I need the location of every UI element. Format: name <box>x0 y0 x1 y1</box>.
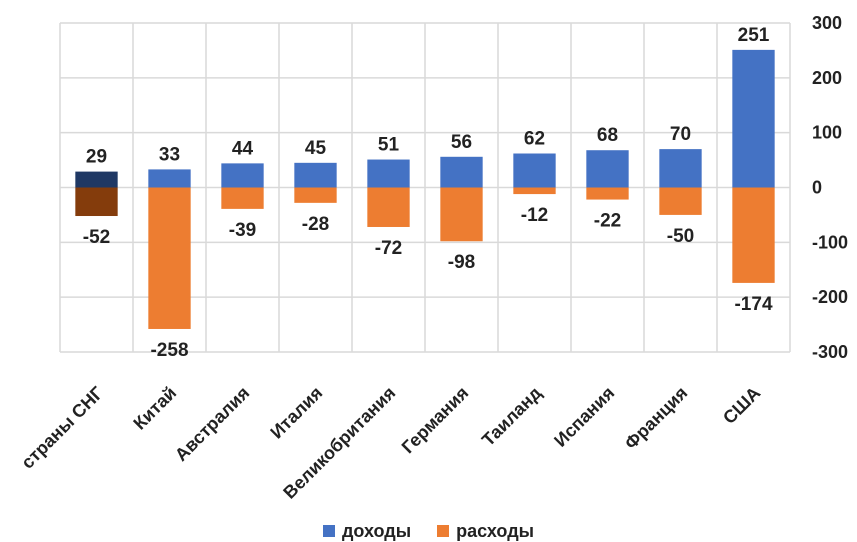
bar-income <box>294 162 337 188</box>
bar-expense <box>440 187 483 242</box>
x-category-label: Китай <box>129 383 180 434</box>
data-label-income: 44 <box>232 138 254 159</box>
x-category-label: Германия <box>398 383 473 458</box>
data-label-income: 62 <box>524 129 545 150</box>
bar-expense <box>367 187 410 227</box>
legend-item-expense: расходы <box>437 521 534 542</box>
bar-income <box>513 153 556 188</box>
bar-expense <box>659 187 702 215</box>
data-label-income: 45 <box>305 138 327 159</box>
y-tick-label: 300 <box>812 13 842 33</box>
bar-income <box>586 150 629 188</box>
x-category-label: страны СНГ <box>17 383 107 473</box>
bar-income <box>148 169 191 188</box>
legend: доходы расходы <box>0 520 857 542</box>
legend-swatch-income <box>323 525 335 537</box>
legend-swatch-expense <box>437 525 450 537</box>
grid-lines <box>59 22 791 353</box>
data-label-income: 56 <box>451 132 472 153</box>
data-label-income: 68 <box>597 125 618 146</box>
data-label-expense: -12 <box>521 205 548 226</box>
bar-income <box>75 171 118 188</box>
bar-chart: 29 -52 33 -258 44 -39 45 -28 51 -72 56 -98 62 -12 68 -2… <box>17 13 848 503</box>
x-category-label: Италия <box>266 383 326 443</box>
y-tick-label: -300 <box>812 342 848 362</box>
data-label-expense: -72 <box>375 238 402 259</box>
legend-item-income: доходы <box>323 521 411 542</box>
bar-expense <box>75 187 118 217</box>
bar-income <box>367 159 410 188</box>
y-tick-label: -200 <box>812 287 848 307</box>
data-label-income: 70 <box>670 124 691 145</box>
bar-income <box>440 156 483 188</box>
data-labels: 29 -52 33 -258 44 -39 45 -28 51 -72 56 -98 62 -12 68 -2… <box>83 25 773 361</box>
data-label-expense: -28 <box>302 214 329 235</box>
x-category-label: Австралия <box>171 383 253 465</box>
bar-income <box>659 149 702 188</box>
data-label-income: 51 <box>378 135 400 156</box>
data-label-income: 29 <box>86 147 107 168</box>
data-label-income: 251 <box>738 25 770 46</box>
data-label-expense: -39 <box>229 220 256 241</box>
y-tick-label: 200 <box>812 68 842 88</box>
data-label-income: 33 <box>159 144 180 165</box>
x-category-label: США <box>719 383 764 428</box>
bar-expense <box>294 187 337 203</box>
y-tick-label: 0 <box>812 178 822 198</box>
data-label-expense: -22 <box>594 211 621 232</box>
x-category-label: Таиланд <box>478 382 546 450</box>
legend-label-expense: расходы <box>456 520 534 541</box>
x-category-label: Испания <box>550 383 618 451</box>
bar-expense <box>221 187 264 209</box>
bars <box>75 49 775 329</box>
bar-income <box>221 163 264 188</box>
bar-expense <box>586 187 629 200</box>
y-axis-ticks: -300 -200 -100 0 100 200 300 <box>812 13 848 362</box>
data-label-expense: -50 <box>667 226 694 247</box>
x-category-label: Франция <box>621 383 692 454</box>
data-label-expense: -258 <box>150 340 188 361</box>
y-tick-label: 100 <box>812 123 842 143</box>
data-label-expense: -98 <box>448 252 475 273</box>
bar-income <box>732 49 775 188</box>
bar-expense <box>513 187 556 195</box>
legend-label-income: доходы <box>342 520 412 541</box>
data-label-expense: -52 <box>83 227 110 248</box>
data-label-expense: -174 <box>734 294 772 315</box>
y-tick-label: -100 <box>812 232 848 252</box>
bar-expense <box>148 187 191 329</box>
bar-expense <box>732 187 775 283</box>
